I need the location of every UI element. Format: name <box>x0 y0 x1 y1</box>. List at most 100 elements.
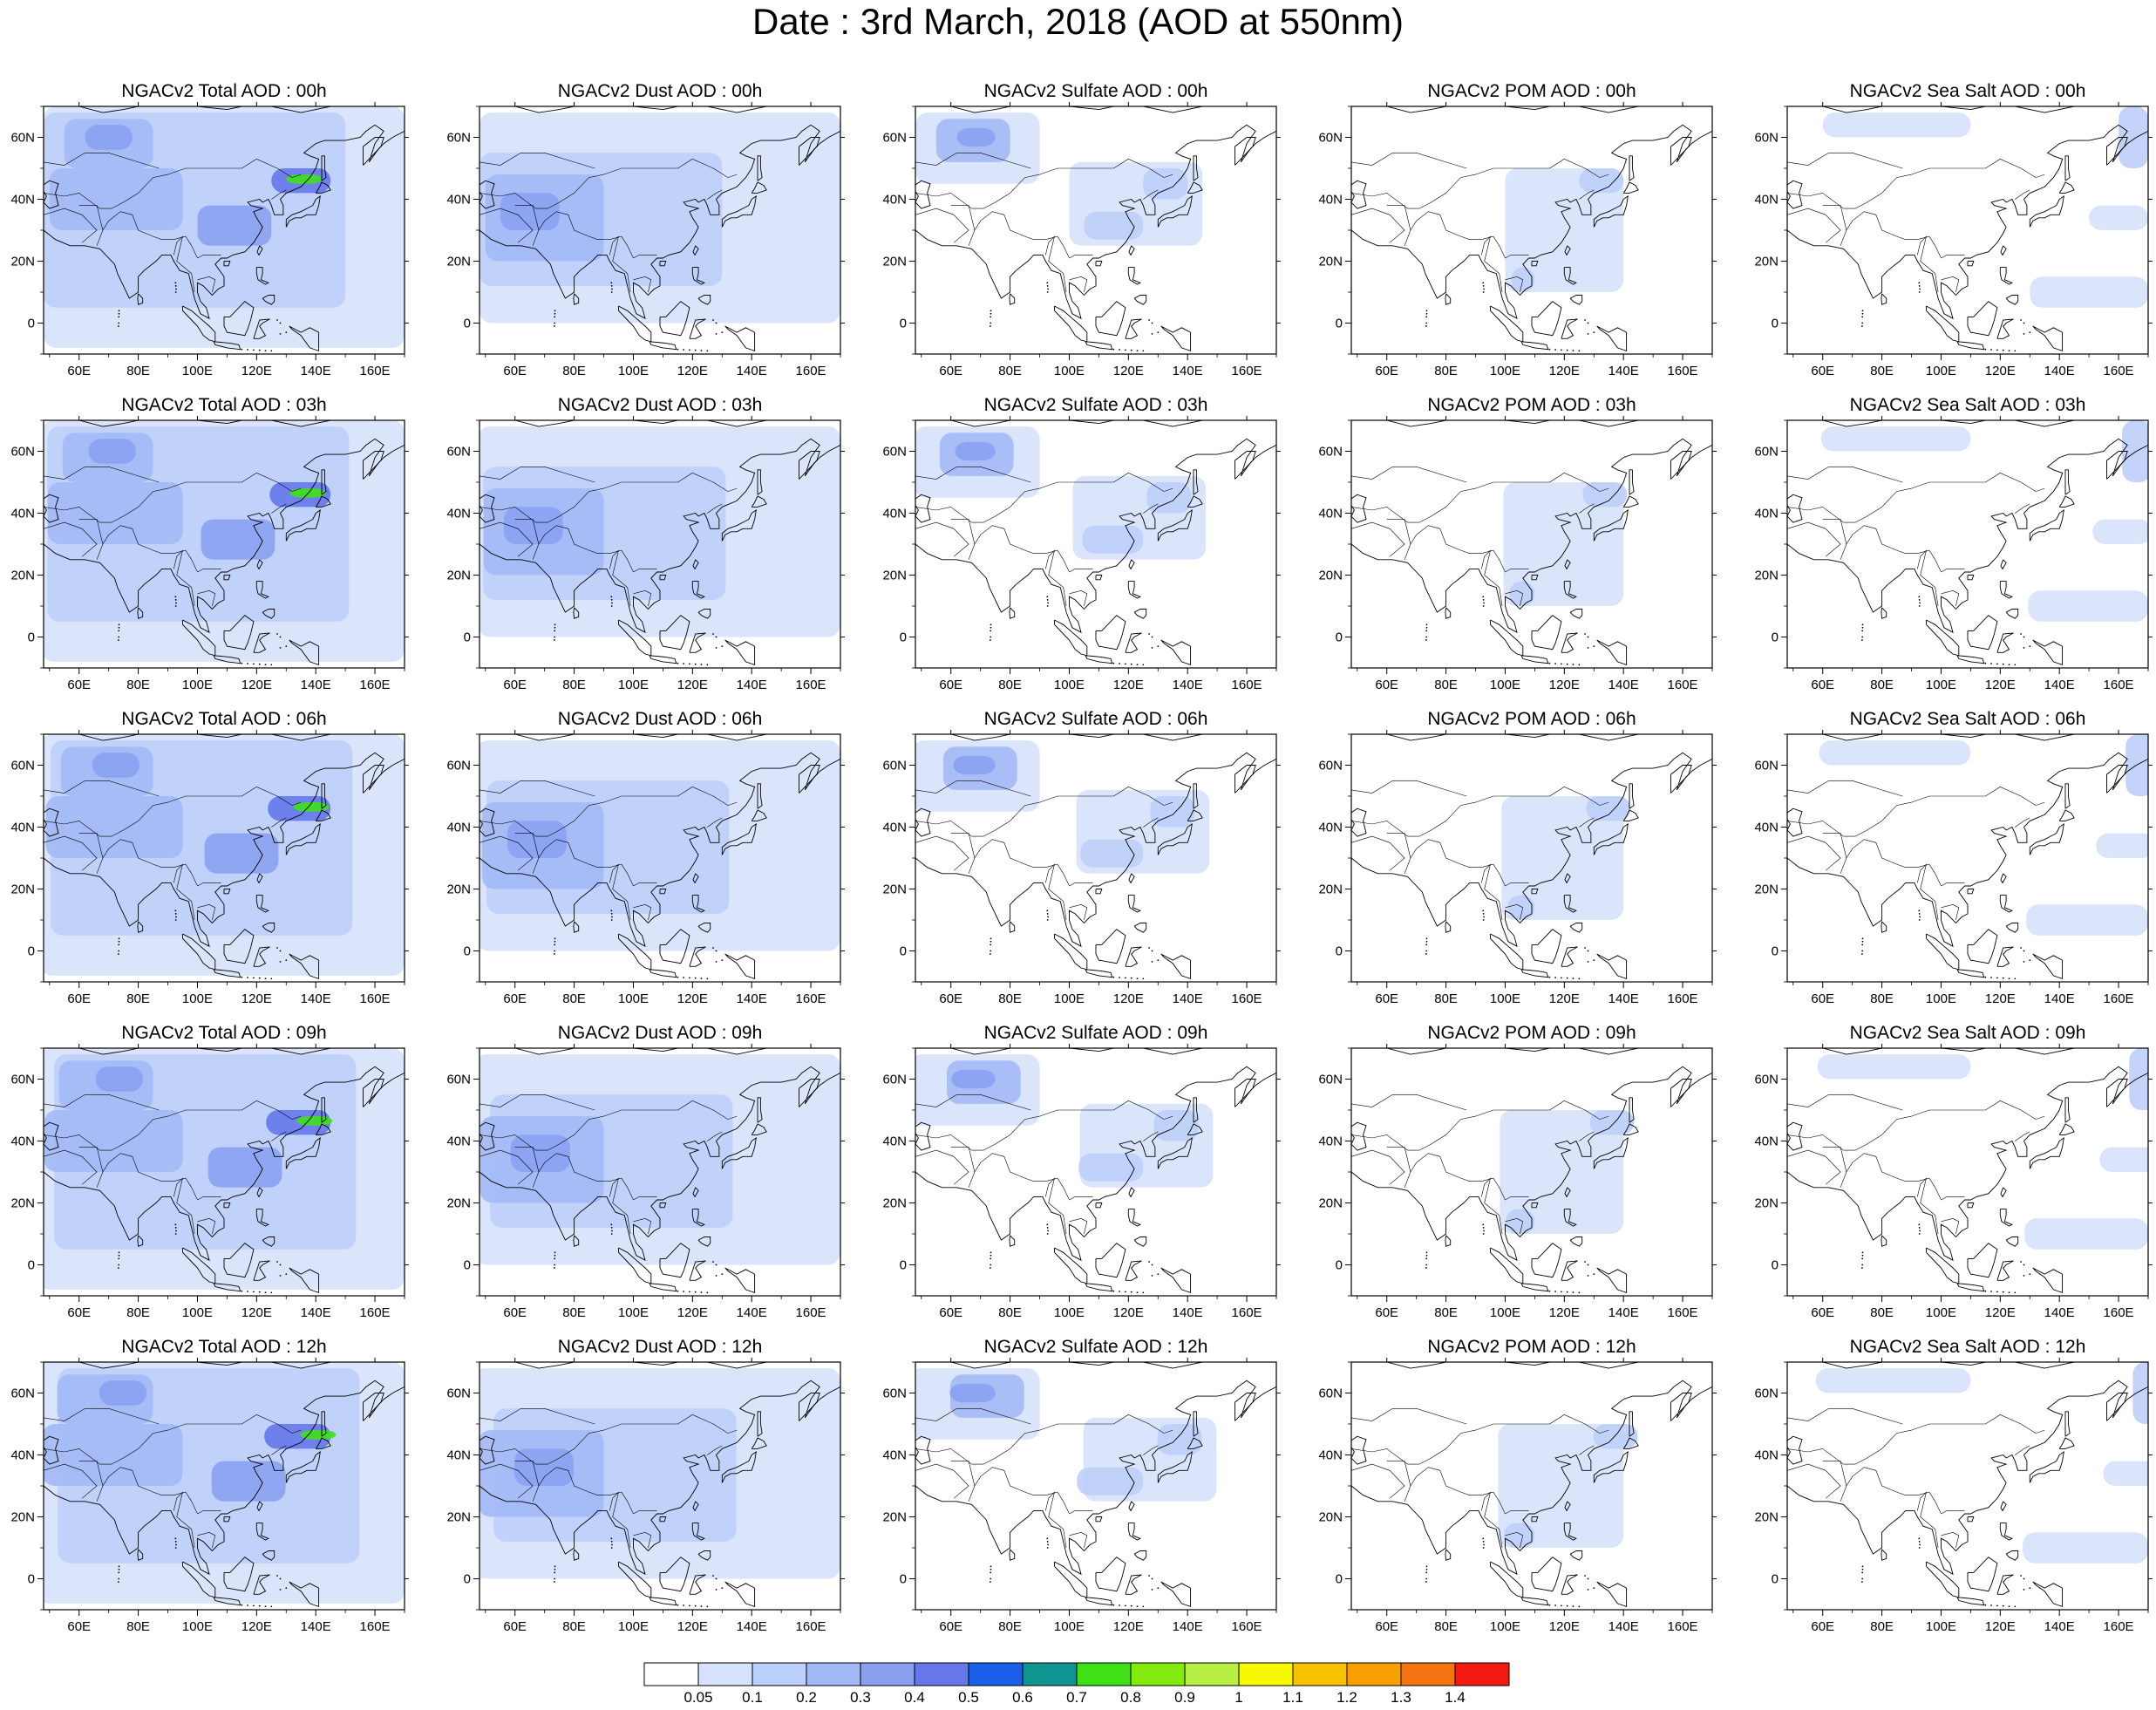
country-border <box>915 1414 1173 1465</box>
country-border <box>1917 1491 1927 1511</box>
island <box>118 310 120 312</box>
coastline <box>1095 301 1126 337</box>
island <box>554 1264 556 1266</box>
island <box>611 1230 613 1232</box>
country-border <box>915 1094 1031 1111</box>
country-border <box>915 153 1031 169</box>
country-border <box>1045 235 1055 255</box>
country-border <box>1351 521 1405 557</box>
coastline <box>1531 889 1539 895</box>
island <box>1151 647 1153 649</box>
coastlines <box>479 734 840 980</box>
coastline <box>2005 295 2019 305</box>
country-border <box>1143 1131 1159 1141</box>
island <box>990 1264 992 1266</box>
island <box>712 1261 714 1263</box>
country-border <box>1351 153 1467 169</box>
island <box>1046 910 1049 912</box>
panel-title: NGACv2 Sea Salt AOD : 03h <box>1849 395 2086 415</box>
coastlines <box>44 1362 405 1608</box>
coastline <box>289 1267 320 1294</box>
country-border <box>479 159 738 209</box>
lon-tick-label: 60E <box>503 1305 527 1320</box>
lon-tick-label: 140E <box>2044 1305 2075 1320</box>
coastline <box>223 301 255 337</box>
map-panel-pom-09h: NGACv2 POM AOD : 09h 60E 80E 100E 120E 140E 16… <box>1308 1022 1744 1336</box>
coastline <box>649 1597 677 1606</box>
aod-field <box>44 734 405 976</box>
country-border <box>1045 1177 1055 1197</box>
country-border <box>609 1491 619 1511</box>
lat-tick-label: 60N <box>446 759 471 773</box>
coastline <box>1143 106 1203 113</box>
island <box>700 664 703 665</box>
island <box>610 1227 613 1229</box>
island <box>118 316 120 318</box>
coastlines <box>1787 106 2148 352</box>
aod-region <box>2096 833 2148 858</box>
lon-tick-label: 120E <box>1113 364 1144 378</box>
lon-tick-label: 120E <box>1113 1619 1144 1634</box>
island <box>279 1589 282 1591</box>
lat-tick-label: 60N <box>882 1073 907 1087</box>
coastline <box>618 619 652 657</box>
lat-tick-label: 20N <box>10 569 35 583</box>
coastline <box>2000 245 2007 256</box>
coastline <box>223 1516 231 1523</box>
island <box>241 662 243 664</box>
country-border <box>1505 589 1524 607</box>
island <box>1919 288 1921 290</box>
island <box>1990 977 1992 978</box>
island <box>694 1291 697 1293</box>
island <box>175 288 177 290</box>
coastline <box>1822 1362 1882 1369</box>
lon-tick-label: 120E <box>677 1305 708 1320</box>
country-border <box>44 780 160 797</box>
coastline <box>197 1048 242 1053</box>
coastline <box>321 1097 327 1123</box>
coastline <box>1996 1260 2014 1281</box>
island <box>712 947 714 949</box>
island <box>174 596 177 598</box>
island <box>610 1541 613 1543</box>
island <box>264 350 267 351</box>
country-border <box>1822 205 1847 246</box>
coastline <box>285 195 321 228</box>
coastline <box>1967 575 1975 581</box>
coastline <box>1561 1260 1578 1281</box>
aod-field <box>44 106 405 348</box>
coastline <box>2058 809 2075 821</box>
island <box>118 944 120 946</box>
country-border <box>1143 503 1159 514</box>
country-border <box>1920 1178 1939 1235</box>
island <box>2008 1605 2010 1607</box>
island <box>1425 950 1428 952</box>
lon-tick-label: 160E <box>796 678 826 692</box>
island <box>715 322 718 324</box>
island <box>1984 348 1987 351</box>
coastline <box>1787 1121 1803 1151</box>
island <box>175 1543 177 1546</box>
coastline <box>2106 1079 2128 1107</box>
coastline <box>1999 267 2013 285</box>
island <box>1861 325 1863 327</box>
coastline <box>1133 923 1147 933</box>
island <box>1119 1291 1120 1292</box>
lon-tick-label: 60E <box>1811 678 1834 692</box>
island <box>694 663 697 665</box>
country-border <box>78 1461 104 1502</box>
island <box>1125 1291 1126 1293</box>
coastline <box>1187 1437 1203 1449</box>
country-border <box>1822 1461 1847 1502</box>
country-border <box>1920 236 1939 293</box>
island <box>1990 663 1992 664</box>
island <box>285 959 288 961</box>
coastline <box>1787 1066 2148 1262</box>
island <box>990 312 992 315</box>
lat-tick-label: 0 <box>1772 317 1779 331</box>
island <box>683 1604 684 1606</box>
aod-field <box>915 1368 1217 1502</box>
lat-tick-label: 20N <box>882 255 907 269</box>
lat-tick-label: 20N <box>882 1510 907 1525</box>
country-border <box>612 1178 631 1235</box>
